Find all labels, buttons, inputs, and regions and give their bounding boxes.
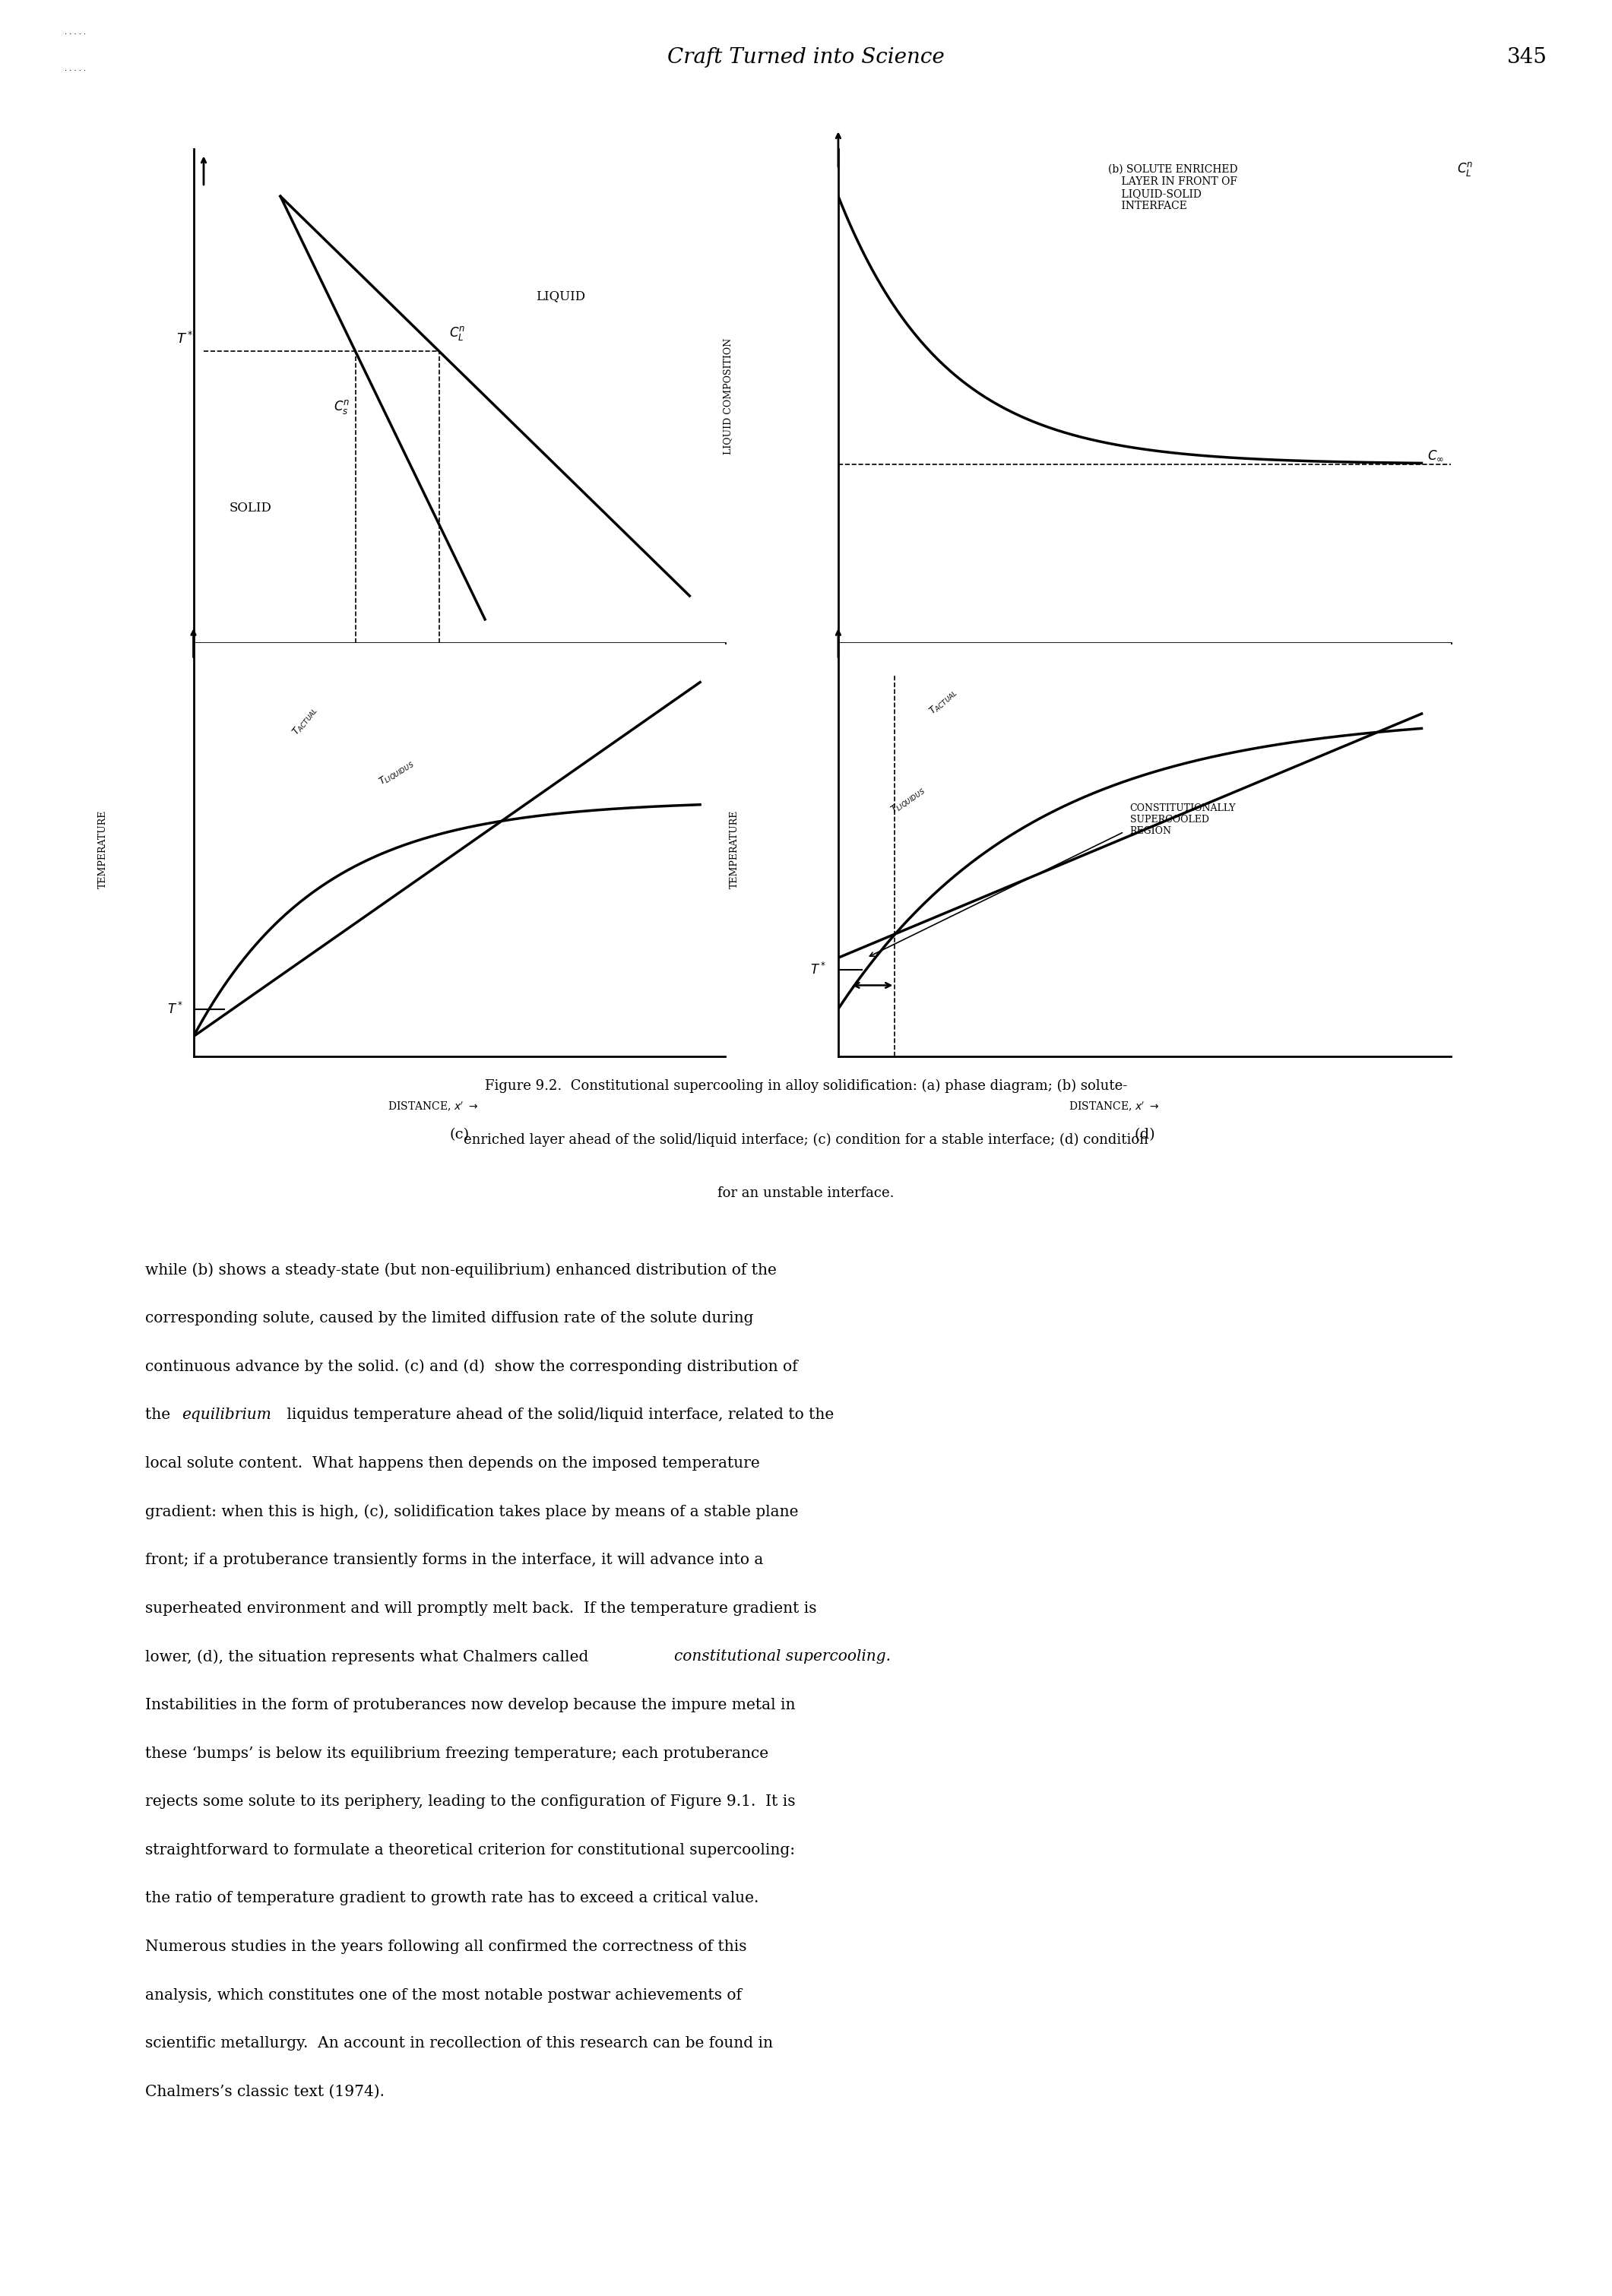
Text: TEMPERATURE: TEMPERATURE <box>729 810 738 889</box>
Text: Numerous studies in the years following all confirmed the correctness of this: Numerous studies in the years following … <box>145 1940 746 1954</box>
Text: (b): (b) <box>1133 707 1156 721</box>
Text: DISTANCE, $x'$ $\rightarrow$: DISTANCE, $x'$ $\rightarrow$ <box>1069 1100 1159 1114</box>
Text: Instabilities in the form of protuberances now develop because the impure metal : Instabilities in the form of protuberanc… <box>145 1697 795 1713</box>
Text: front; if a protuberance transiently forms in the interface, it will advance int: front; if a protuberance transiently for… <box>145 1552 762 1568</box>
Text: LIQUID COMPOSITION: LIQUID COMPOSITION <box>724 338 733 455</box>
Text: corresponding solute, caused by the limited diffusion rate of the solute during: corresponding solute, caused by the limi… <box>145 1311 753 1325</box>
Text: $T_{LIQUIDUS}$: $T_{LIQUIDUS}$ <box>376 758 416 788</box>
Text: equilibrium: equilibrium <box>182 1407 271 1421</box>
Text: DISTANCE, $x'$ $\rightarrow$: DISTANCE, $x'$ $\rightarrow$ <box>387 1100 479 1114</box>
Text: DISTANCE, $x'$ $\rightarrow$: DISTANCE, $x'$ $\rightarrow$ <box>1069 682 1159 696</box>
Text: $T_{ACTUAL}$: $T_{ACTUAL}$ <box>290 705 319 739</box>
Text: TEMPERATURE: TEMPERATURE <box>98 810 108 889</box>
Text: while (b) shows a steady-state (but non-equilibrium) enhanced distribution of th: while (b) shows a steady-state (but non-… <box>145 1263 777 1279</box>
Text: $C_L^n$: $C_L^n$ <box>450 324 466 342</box>
Text: $C_L^n$: $C_L^n$ <box>1457 161 1473 177</box>
Text: lower, (d), the situation represents what Chalmers called: lower, (d), the situation represents wha… <box>145 1649 593 1665</box>
Text: $C_{\infty}$: $C_{\infty}$ <box>1428 448 1444 461</box>
Text: local solute content.  What happens then depends on the imposed temperature: local solute content. What happens then … <box>145 1456 759 1469</box>
Text: Chalmers’s classic text (1974).: Chalmers’s classic text (1974). <box>145 2085 385 2099</box>
Text: constitutional supercooling.: constitutional supercooling. <box>674 1649 891 1665</box>
Text: Craft Turned into Science: Craft Turned into Science <box>667 48 945 67</box>
Text: $T_{LIQUIDUS}$: $T_{LIQUIDUS}$ <box>888 785 927 817</box>
Text: LIQUID: LIQUID <box>537 289 585 303</box>
Text: 345: 345 <box>1507 48 1548 67</box>
Text: · · · · ·: · · · · · <box>64 69 85 73</box>
Text: (c): (c) <box>450 1127 469 1141</box>
Text: $T^*$: $T^*$ <box>176 331 193 347</box>
Text: these ‘bumps’ is below its equilibrium freezing temperature; each protuberance: these ‘bumps’ is below its equilibrium f… <box>145 1747 769 1761</box>
Text: (d): (d) <box>1133 1127 1156 1141</box>
Text: liquidus temperature ahead of the solid/liquid interface, related to the: liquidus temperature ahead of the solid/… <box>282 1407 833 1421</box>
Text: the ratio of temperature gradient to growth rate has to exceed a critical value.: the ratio of temperature gradient to gro… <box>145 1892 759 1906</box>
Text: the: the <box>145 1407 176 1421</box>
Text: (a): (a) <box>450 682 469 696</box>
Text: $C_s^n$: $C_s^n$ <box>334 400 350 416</box>
Text: · · · · ·: · · · · · <box>64 32 85 37</box>
Text: gradient: when this is high, (c), solidification takes place by means of a stabl: gradient: when this is high, (c), solidi… <box>145 1504 798 1520</box>
Text: Figure 9.2.  Constitutional supercooling in alloy solidification: (a) phase diag: Figure 9.2. Constitutional supercooling … <box>485 1079 1127 1093</box>
Text: analysis, which constitutes one of the most notable postwar achievements of: analysis, which constitutes one of the m… <box>145 1988 742 2002</box>
Text: (b) SOLUTE ENRICHED
    LAYER IN FRONT OF
    LIQUID-SOLID
    INTERFACE: (b) SOLUTE ENRICHED LAYER IN FRONT OF LI… <box>1107 163 1238 211</box>
Text: $T^*$: $T^*$ <box>811 962 827 978</box>
Text: $T^*$: $T^*$ <box>168 1001 184 1017</box>
Text: for an unstable interface.: for an unstable interface. <box>717 1187 895 1201</box>
Text: rejects some solute to its periphery, leading to the configuration of Figure 9.1: rejects some solute to its periphery, le… <box>145 1795 795 1809</box>
Text: scientific metallurgy.  An account in recollection of this research can be found: scientific metallurgy. An account in rec… <box>145 2037 772 2050</box>
Text: continuous advance by the solid. (c) and (d)  show the corresponding distributio: continuous advance by the solid. (c) and… <box>145 1359 798 1375</box>
Text: straightforward to formulate a theoretical criterion for constitutional supercoo: straightforward to formulate a theoretic… <box>145 1844 795 1857</box>
Text: SOLID: SOLID <box>229 501 272 514</box>
Text: CONSTITUTIONALLY
SUPERCOOLED
REGION: CONSTITUTIONALLY SUPERCOOLED REGION <box>1130 804 1236 836</box>
Text: superheated environment and will promptly melt back.  If the temperature gradien: superheated environment and will promptl… <box>145 1600 817 1616</box>
Text: enriched layer ahead of the solid/liquid interface; (c) condition for a stable i: enriched layer ahead of the solid/liquid… <box>464 1132 1148 1146</box>
Text: $T_{ACTUAL}$: $T_{ACTUAL}$ <box>927 687 959 716</box>
